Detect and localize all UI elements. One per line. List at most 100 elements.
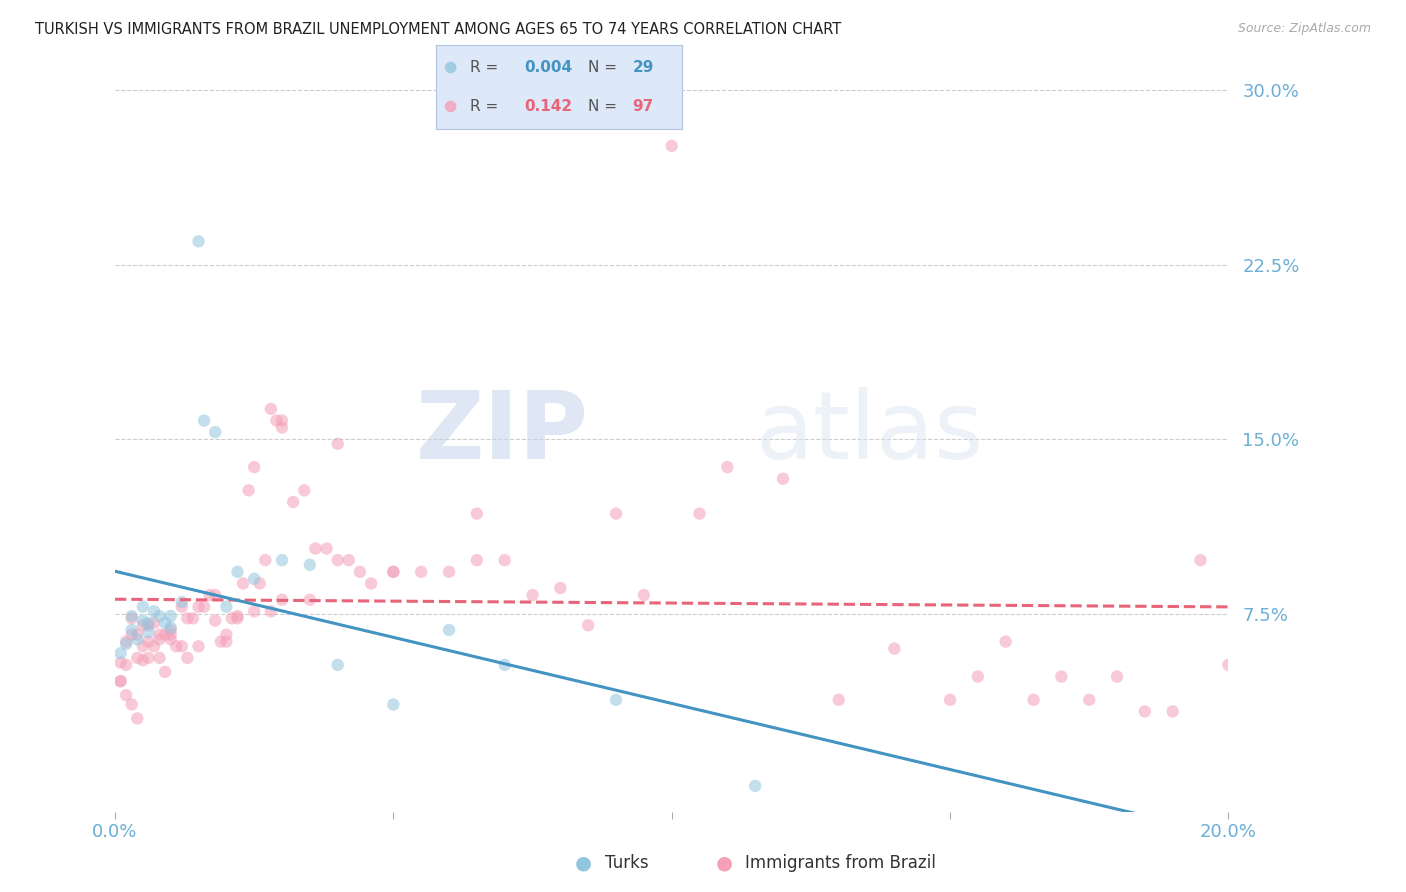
Point: [281, 495, 304, 509]
Point: [382, 698, 405, 712]
Text: ZIP: ZIP: [415, 387, 588, 479]
Text: 0.142: 0.142: [524, 99, 572, 114]
Point: [1218, 657, 1240, 672]
Point: [349, 565, 371, 579]
Point: [132, 640, 155, 654]
Point: [522, 588, 544, 602]
Point: [198, 588, 221, 602]
Point: [238, 483, 260, 498]
Point: [243, 572, 266, 586]
Text: N =: N =: [588, 99, 617, 114]
Point: [260, 604, 283, 618]
Point: [437, 623, 460, 637]
Point: [143, 604, 166, 618]
Point: [127, 632, 149, 647]
Point: [215, 627, 238, 641]
Text: N =: N =: [588, 60, 617, 75]
Point: [209, 634, 232, 648]
Point: [298, 592, 321, 607]
Point: [115, 637, 138, 651]
Point: [143, 615, 166, 630]
Text: atlas: atlas: [755, 387, 983, 479]
Text: 0.004: 0.004: [524, 60, 572, 75]
Point: [326, 657, 349, 672]
Point: [494, 553, 516, 567]
Point: [165, 640, 187, 654]
Point: [176, 611, 198, 625]
Point: [148, 651, 170, 665]
Point: [494, 657, 516, 672]
Point: [170, 595, 193, 609]
Point: [1189, 553, 1212, 567]
Point: [221, 611, 243, 625]
Point: [1105, 669, 1128, 683]
Point: [138, 634, 160, 648]
Point: [249, 576, 271, 591]
Point: [1050, 669, 1073, 683]
Point: [215, 634, 238, 648]
Point: [132, 618, 155, 632]
Point: [115, 688, 138, 702]
Point: [132, 599, 155, 614]
Point: [143, 640, 166, 654]
Point: [226, 611, 249, 625]
Point: [153, 665, 176, 679]
Point: [326, 437, 349, 451]
Text: Immigrants from Brazil: Immigrants from Brazil: [745, 855, 936, 872]
Point: [204, 425, 226, 439]
Point: [121, 611, 143, 625]
Point: [661, 139, 683, 153]
Point: [439, 99, 461, 113]
Point: [176, 651, 198, 665]
Point: [716, 460, 738, 475]
Point: [193, 413, 215, 427]
Point: [326, 553, 349, 567]
Point: [439, 61, 461, 75]
Point: [226, 609, 249, 624]
Point: [315, 541, 337, 556]
Point: [939, 693, 962, 707]
Text: Turks: Turks: [605, 855, 648, 872]
Point: [292, 483, 315, 498]
Point: [966, 669, 988, 683]
Point: [304, 541, 326, 556]
Point: [243, 604, 266, 618]
Point: [271, 553, 294, 567]
Text: 29: 29: [633, 60, 654, 75]
Point: [187, 235, 209, 249]
Point: [181, 611, 204, 625]
Point: [127, 627, 149, 641]
Text: 97: 97: [633, 99, 654, 114]
Point: [121, 698, 143, 712]
Point: [605, 693, 627, 707]
Point: [271, 413, 294, 427]
Point: [121, 627, 143, 641]
Point: [148, 609, 170, 624]
Point: [271, 592, 294, 607]
Point: [127, 711, 149, 725]
Point: [138, 625, 160, 640]
Point: [550, 581, 572, 595]
Point: [260, 401, 283, 416]
Point: [159, 609, 181, 624]
Point: [271, 420, 294, 434]
Point: [138, 651, 160, 665]
Point: [266, 413, 288, 427]
Point: [215, 599, 238, 614]
Point: [153, 627, 176, 641]
Point: [254, 553, 277, 567]
Point: [138, 615, 160, 630]
Point: [115, 634, 138, 648]
Point: [159, 623, 181, 637]
Point: [132, 614, 155, 628]
Text: R =: R =: [470, 60, 503, 75]
Text: R =: R =: [470, 99, 503, 114]
Point: [298, 558, 321, 572]
Point: [243, 460, 266, 475]
Point: [193, 599, 215, 614]
Point: [1133, 705, 1156, 719]
Point: [744, 779, 766, 793]
Text: Source: ZipAtlas.com: Source: ZipAtlas.com: [1237, 22, 1371, 36]
Point: [187, 640, 209, 654]
Point: [576, 618, 599, 632]
